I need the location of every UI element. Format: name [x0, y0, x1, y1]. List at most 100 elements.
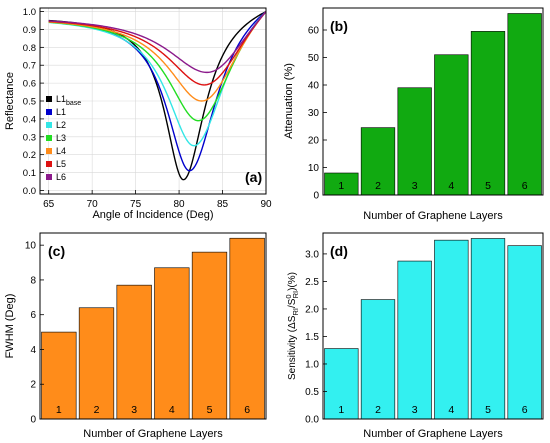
axis-ticks: 0 2 4 6 8 10: [25, 241, 44, 426]
category-label: 4: [448, 404, 454, 416]
reflectance-curves: [48, 10, 267, 181]
bar-3: [116, 284, 152, 420]
category-label: 5: [485, 180, 491, 192]
y-tick-label: 1.0: [305, 359, 319, 370]
legend-swatch: [46, 109, 52, 115]
bars: 1 2 3 4 5 6: [324, 13, 542, 196]
category-label: 5: [485, 404, 491, 416]
bar-4: [434, 54, 469, 196]
x-tick-label: 70: [87, 199, 99, 210]
y-tick-label: 1.0: [23, 7, 36, 18]
category-label: 1: [338, 180, 344, 192]
x-tick-label: 90: [260, 199, 272, 210]
category-label: 6: [522, 180, 528, 192]
legend-label: L3: [56, 133, 66, 143]
bar-5: [470, 31, 506, 196]
y-tick-label: 0.5: [23, 97, 36, 108]
legend-name: L1: [56, 107, 66, 117]
series-line-4: [48, 11, 267, 122]
legend-label: L5: [56, 159, 66, 169]
legend-name: L2: [56, 120, 66, 130]
bar-5: [191, 251, 228, 420]
legend-label: L6: [56, 172, 66, 182]
legend-name: L6: [56, 172, 66, 182]
bar-5: [470, 238, 506, 420]
y-tick-label: 30: [308, 108, 320, 119]
plot-frame: [39, 232, 267, 420]
legend-label: L4: [56, 146, 66, 156]
panel-a-reflectance-chart: 65 70 75 80 85 90 0.0 0.1 0.2 0.3 0.4 0.5 0.6 0.7 0.8 0…: [4, 7, 272, 221]
y-tick-label: 2.0: [305, 304, 319, 315]
x-axis-label: Angle of Incidence (Deg): [92, 209, 213, 221]
y-tick-label: 6: [30, 310, 36, 321]
bar-1: [324, 348, 359, 420]
bar-2: [360, 127, 396, 196]
bars: 1 2 3 4 5 6: [324, 238, 542, 420]
bars: 1 2 3 4 5 6: [41, 237, 265, 420]
y-axis-label-part: 0: [284, 294, 293, 298]
series-line-7: [48, 11, 267, 74]
y-axis-label: Reflectance: [4, 72, 16, 130]
series-line-3: [48, 11, 267, 147]
x-axis-label: Number of Graphene Layers: [83, 428, 223, 440]
category-label: 6: [244, 404, 250, 416]
legend-label: L2: [56, 120, 66, 130]
legend-swatch: [46, 161, 52, 167]
y-tick-label: 10: [308, 163, 320, 174]
panel-b-attenuation-chart: 1 2 3 4 5 6 0 10 20 30 40 50 60 (b) Number of Graph…: [283, 7, 544, 222]
y-tick-label: 2: [30, 380, 36, 391]
y-tick-label: 0.1: [23, 168, 36, 179]
legend-subscript: base: [66, 100, 81, 107]
category-label: 2: [375, 180, 381, 192]
x-tick-label: 85: [217, 199, 229, 210]
axis-ticks: 65 70 75 80 85 90 0.0 0.1 0.2 0.3 0.4 0.5 0.6 0.7 0.8 0…: [23, 7, 272, 210]
category-label: 1: [338, 404, 344, 416]
y-tick-label: 4: [30, 345, 36, 356]
panel-label: (c): [48, 243, 65, 259]
bar-1: [41, 331, 77, 420]
y-axis-label-part: Sensitivity (ΔS: [287, 315, 298, 380]
legend-swatch: [46, 148, 52, 154]
bar-4: [434, 239, 469, 420]
legend-name: L5: [56, 159, 66, 169]
bar-3: [397, 260, 432, 420]
category-label: 4: [169, 404, 175, 416]
bar-4: [154, 267, 190, 420]
legend-name: L1: [56, 94, 66, 104]
y-tick-label: 1.5: [305, 332, 319, 343]
legend-swatch: [46, 135, 52, 141]
legend-name: L4: [56, 146, 66, 156]
category-label: 1: [56, 404, 62, 416]
category-label: 2: [94, 404, 100, 416]
panel-d-sensitivity-chart: 1 2 3 4 5 6 0.0 0.5 1.0 1.5 2.0 2.5 3.0 (d) Number …: [284, 232, 544, 440]
category-label: 5: [207, 404, 213, 416]
bar-2: [78, 307, 115, 420]
x-tick-label: 80: [174, 199, 186, 210]
category-label: 2: [375, 404, 381, 416]
y-tick-label: 0.2: [23, 150, 36, 161]
category-label: 4: [448, 180, 454, 192]
y-tick-label: 0.8: [23, 43, 36, 54]
x-axis-label: Number of Graphene Layers: [363, 210, 503, 222]
y-tick-label: 2.5: [305, 277, 319, 288]
y-tick-label: 8: [30, 275, 36, 286]
y-tick-label: 0.4: [23, 114, 36, 125]
series-line-5: [48, 11, 267, 102]
y-axis-label-part: )(%): [287, 272, 298, 291]
bar-6: [507, 245, 542, 420]
x-tick-label: 65: [43, 199, 55, 210]
y-axis-label-part: RI: [291, 291, 300, 299]
y-tick-label: 60: [308, 26, 320, 37]
panel-c-fwhm-chart: 1 2 3 4 5 6 0 2 4 6 8 10 (c) Number of Graphene La…: [4, 232, 267, 440]
y-tick-label: 0: [313, 191, 319, 202]
legend-label: L1: [56, 107, 66, 117]
category-label: 3: [412, 180, 418, 192]
bar-2: [360, 299, 396, 420]
y-axis-label: Attenuation (%): [283, 63, 295, 139]
axis-ticks: 0.0 0.5 1.0 1.5 2.0 2.5 3.0: [305, 249, 327, 426]
y-tick-label: 20: [308, 136, 320, 147]
plot-frame: [322, 232, 544, 420]
bar-3: [397, 87, 432, 196]
